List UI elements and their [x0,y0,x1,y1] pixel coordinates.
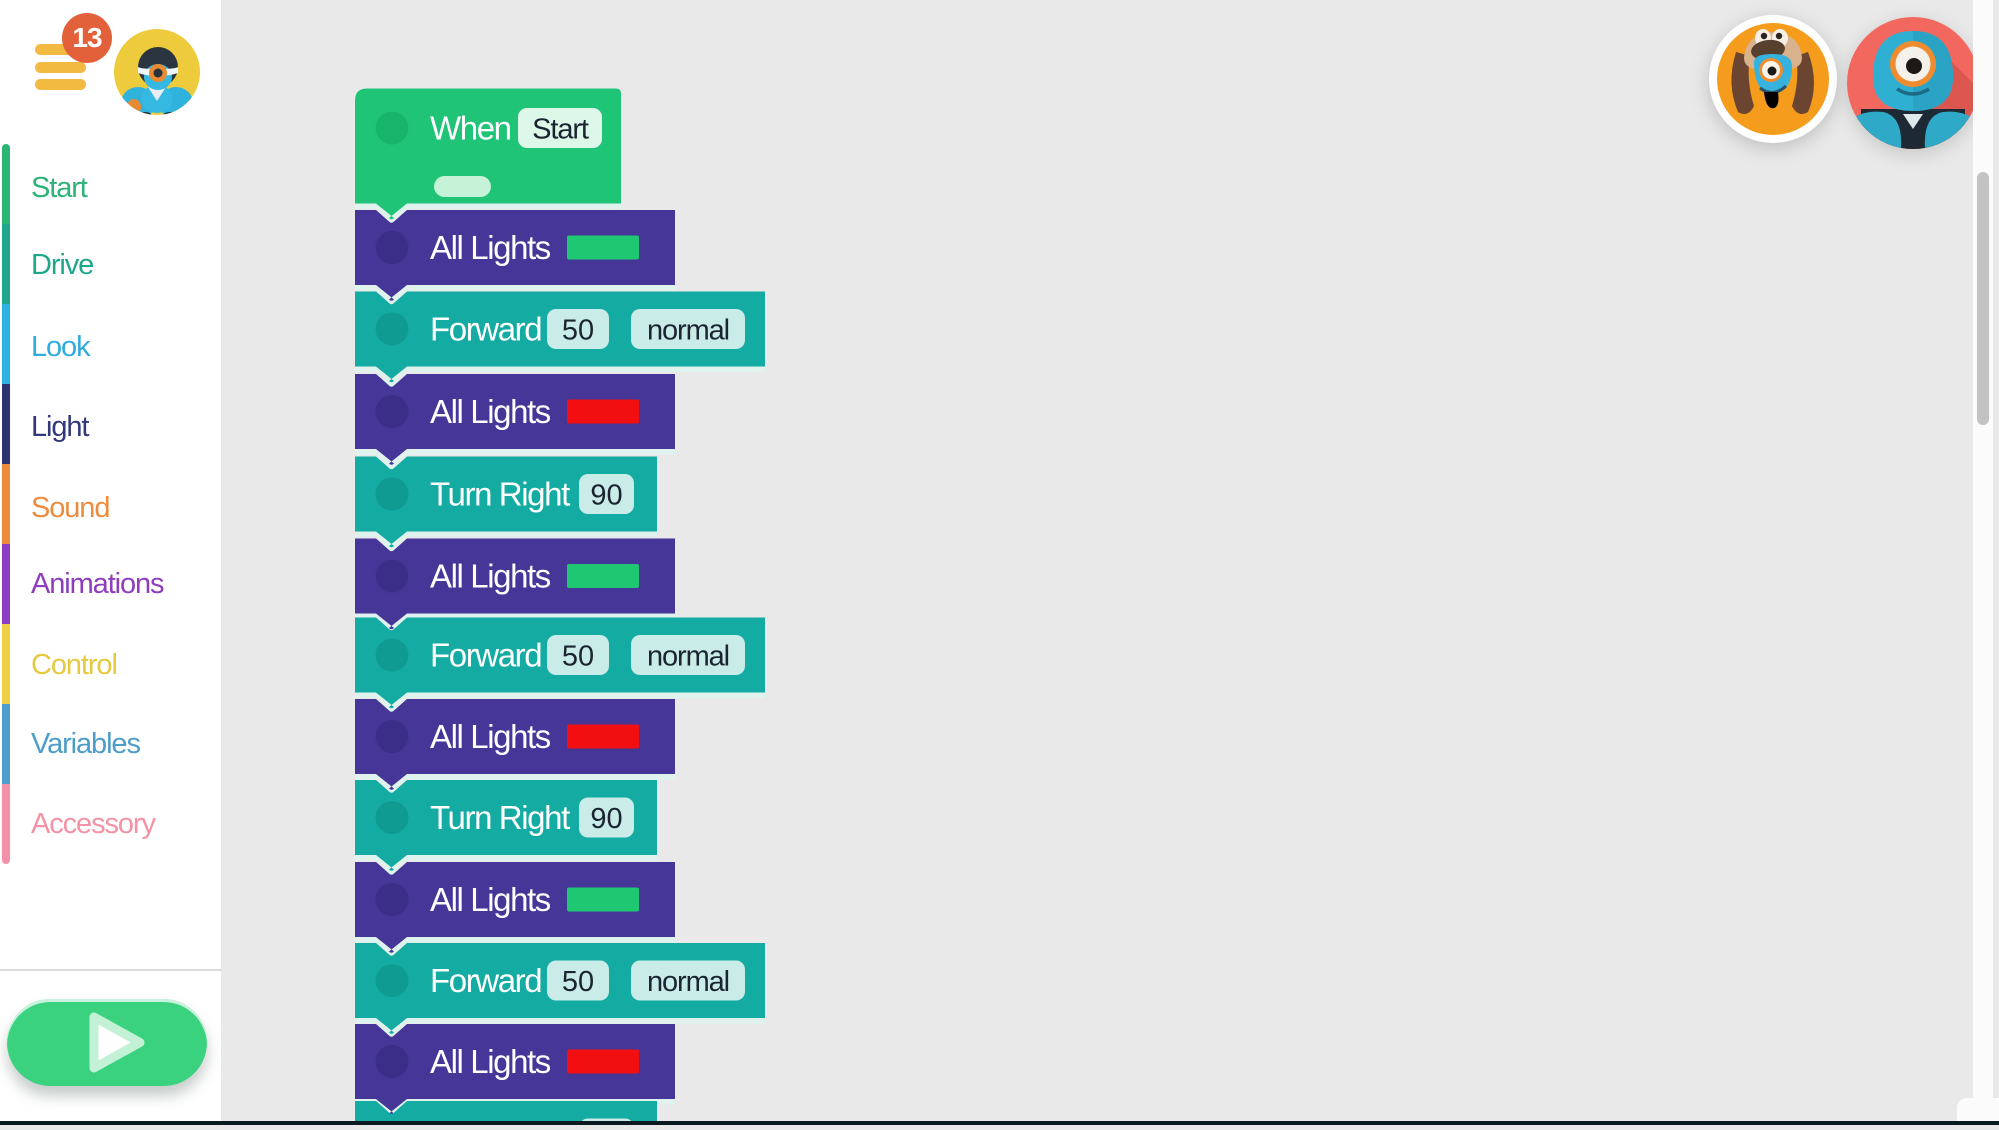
svg-text:normal: normal [647,641,729,673]
svg-text:Turn Right: Turn Right [430,476,570,513]
svg-text:All Lights: All Lights [430,229,551,266]
svg-text:When: When [430,110,511,147]
svg-text:All Lights: All Lights [430,718,551,755]
svg-text:50: 50 [562,641,594,673]
svg-text:90: 90 [590,803,622,835]
svg-text:All Lights: All Lights [430,881,551,918]
svg-text:50: 50 [562,315,594,347]
svg-text:All Lights: All Lights [430,1043,551,1080]
svg-text:50: 50 [562,966,594,998]
svg-text:normal: normal [647,966,729,998]
svg-text:90: 90 [590,480,622,512]
svg-text:Start: Start [532,114,589,146]
svg-text:Forward: Forward [430,311,541,348]
svg-text:Forward: Forward [430,962,541,999]
svg-text:normal: normal [647,315,729,347]
svg-text:Forward: Forward [430,637,541,674]
svg-text:All Lights: All Lights [430,558,551,595]
svg-text:Turn Right: Turn Right [430,799,570,836]
svg-text:All Lights: All Lights [430,393,551,430]
